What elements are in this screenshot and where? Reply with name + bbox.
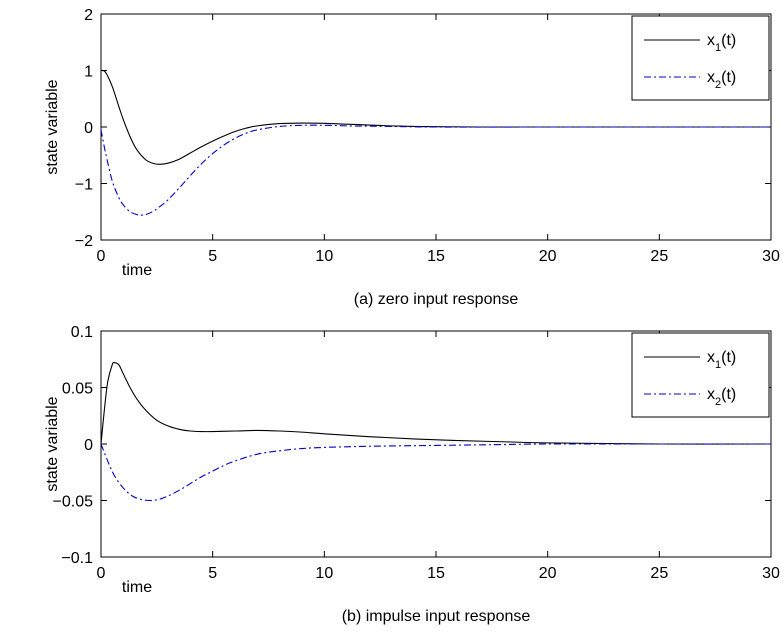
y-axis: −2 −1 0 1 2 [75,7,771,250]
x-tick-label: 10 [315,248,333,265]
x-tick-label: 30 [762,248,780,265]
legend-label: x1(t) [707,32,736,54]
panel-a: 0 5 10 15 20 25 30 −2 −1 0 1 2 time state variable… [44,7,780,308]
y-axis: −0.1 −0.05 0 0.05 0.1 [53,324,771,567]
x-tick-label: 5 [208,248,217,265]
legend-box [631,15,770,101]
legend-box [631,332,770,418]
legend-label: x1(t) [707,349,736,371]
x-tick-label: 30 [762,565,780,582]
y-tick-label: 1 [84,64,93,81]
y-tick-label: 2 [84,7,93,24]
y-tick-label: 0 [84,120,93,137]
x-tick-label: 5 [208,565,217,582]
legend-label: x2(t) [707,386,736,408]
legend: x1(t) x2(t) [631,15,770,101]
y-tick-label: −0.1 [61,550,93,567]
legend-label: x2(t) [707,69,736,91]
y-axis-label: state variable [44,396,61,491]
y-tick-label: 0.05 [62,381,93,398]
x-tick-label: 25 [650,248,668,265]
x-tick-label: 0 [97,248,106,265]
series-line-x2 [100,124,771,216]
y-tick-label: 0.1 [71,324,93,341]
x-tick-label: 15 [427,248,445,265]
y-tick-label: −0.05 [53,494,94,511]
x-tick-label: 0 [97,565,106,582]
x-tick-label: 10 [315,565,333,582]
legend: x1(t) x2(t) [631,332,770,418]
series-lines [100,361,772,502]
chart-caption: (b) impulse input response [342,608,531,625]
x-axis: 0 5 10 15 20 25 30 [97,14,780,265]
x-tick-label: 15 [427,565,445,582]
x-axis: 0 5 10 15 20 25 30 [97,331,780,582]
x-tick-label: 20 [539,248,557,265]
x-axis-label: time [122,262,152,279]
y-tick-label: 0 [84,437,93,454]
series-lines [100,69,771,216]
x-tick-label: 25 [650,565,668,582]
y-tick-label: −1 [75,177,93,194]
series-line-x2 [100,443,771,502]
chart-caption: (a) zero input response [354,291,519,308]
y-tick-label: −2 [75,233,93,250]
y-axis-label: state variable [44,79,61,174]
panel-b: 0 5 10 15 20 25 30 −0.1 −0.05 0 0.05 0.1 time stat… [44,324,780,625]
series-line-x1 [100,361,772,445]
x-axis-label: time [122,579,152,596]
x-tick-label: 20 [539,565,557,582]
